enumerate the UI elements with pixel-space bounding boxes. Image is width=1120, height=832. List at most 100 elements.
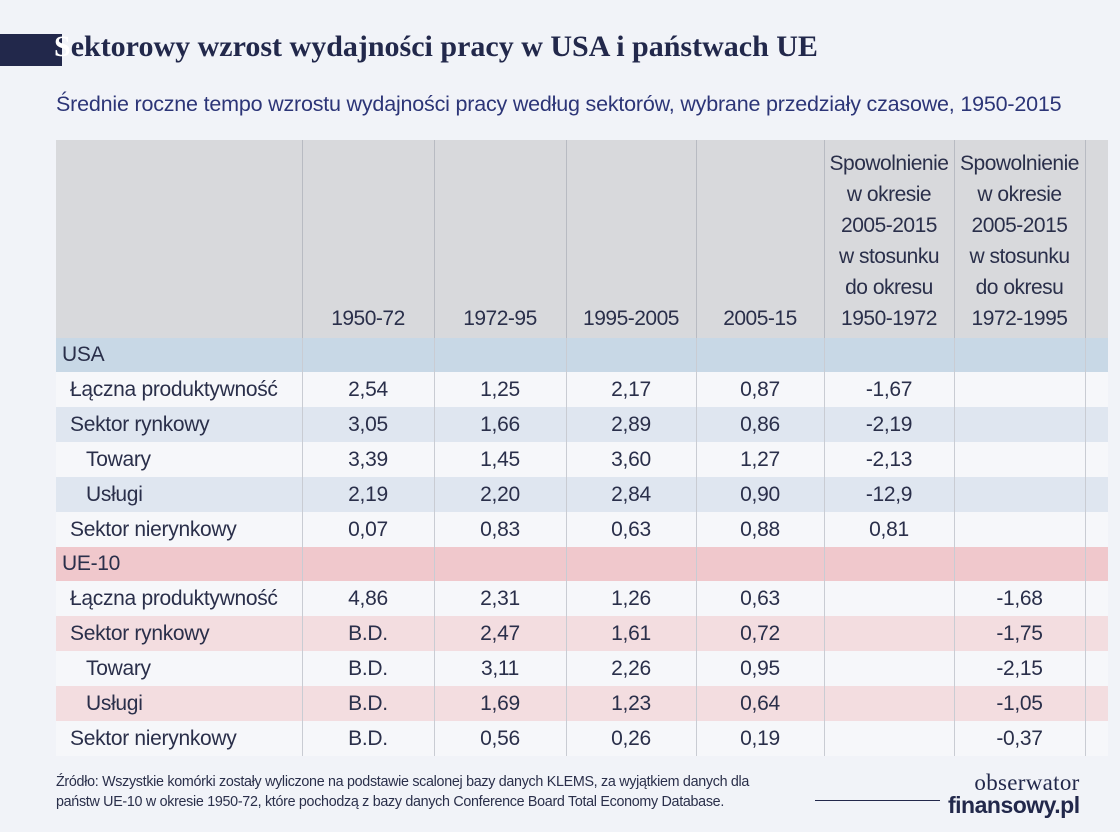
header-line: Spowolnienie [960, 152, 1079, 175]
value-cell [953, 372, 1085, 407]
value-cell: -2,19 [823, 407, 954, 442]
value-cell: -12,9 [823, 477, 954, 512]
value-cell: 1,66 [433, 407, 566, 442]
header-line: w stosunku [838, 245, 940, 268]
value-cell [953, 477, 1085, 512]
source-note-line-1: Źródło: Wszystkie komórki zostały wylicz… [56, 774, 750, 790]
table-row: Usługi B.D. 1,69 1,23 0,64 -1,05 [56, 686, 1108, 721]
value-cell: 1,26 [565, 581, 696, 616]
table-row: Łączna produktywność 2,54 1,25 2,17 0,87 -1,6… [56, 372, 1108, 407]
group-filler-cell [823, 338, 954, 372]
value-cell: 0,63 [695, 581, 824, 616]
value-cell [823, 651, 954, 686]
value-cell: 1,23 [565, 686, 696, 721]
header-cell-slowdown-vs-1972-1995: Spowolnienie w okresie 2005-2015 w stosunku… [953, 140, 1085, 338]
group-label: UE-10 [56, 547, 302, 581]
value-cell: 2,19 [301, 477, 434, 512]
page-subtitle: Średnie roczne tempo wzrostu wydajności … [56, 92, 1062, 116]
value-cell: 0,56 [433, 721, 566, 756]
value-cell: 2,54 [301, 372, 434, 407]
header-line: 1950-1972 [841, 307, 937, 330]
spacer-cell [1084, 407, 1108, 442]
value-cell: 0,88 [695, 512, 824, 547]
footer-divider [815, 800, 940, 801]
value-cell [823, 721, 954, 756]
logo-line-2: finansowy.pl [948, 792, 1080, 818]
value-cell: 3,60 [565, 442, 696, 477]
row-label: Usługi [56, 686, 302, 721]
value-cell: -1,05 [953, 686, 1085, 721]
value-cell: 0,87 [695, 372, 824, 407]
value-cell: 4,86 [301, 581, 434, 616]
value-cell: 1,45 [433, 442, 566, 477]
value-cell: 0,19 [695, 721, 824, 756]
group-filler-cell [953, 547, 1085, 581]
table-row: Sektor nierynkowy B.D. 0,56 0,26 0,19 -0,37 [56, 721, 1108, 756]
group-filler-cell [433, 547, 566, 581]
header-cell-spacer [1084, 140, 1108, 338]
table-row: Sektor nierynkowy 0,07 0,83 0,63 0,88 0,81 [56, 512, 1108, 547]
header-line: Spowolnienie [829, 152, 949, 175]
value-cell: B.D. [301, 651, 434, 686]
header-line: do okresu [975, 276, 1064, 299]
value-cell: 2,47 [433, 616, 566, 651]
title-accent-bar [0, 34, 62, 66]
value-cell: 2,20 [433, 477, 566, 512]
group-filler-cell [953, 338, 1085, 372]
value-cell: 0,07 [301, 512, 434, 547]
publisher-logo: obserwator finansowy.pl [948, 770, 1080, 818]
value-cell [953, 442, 1085, 477]
group-filler-cell [1084, 338, 1108, 372]
value-cell: 2,26 [565, 651, 696, 686]
value-cell [953, 512, 1085, 547]
value-cell: 1,25 [433, 372, 566, 407]
header-line: 2005-2015 [971, 214, 1068, 237]
value-cell: 0,64 [695, 686, 824, 721]
page-title: Sektorowy wzrost wydajności pracy w USA … [54, 30, 818, 64]
table-row: Towary 3,39 1,45 3,60 1,27 -2,13 [56, 442, 1108, 477]
value-cell: 0,72 [695, 616, 824, 651]
title-rest: ektorowy wzrost wydajności pracy w USA i… [70, 30, 818, 63]
title-first-letter: S [54, 30, 71, 63]
value-cell: 1,27 [695, 442, 824, 477]
value-cell: 2,89 [565, 407, 696, 442]
value-cell: 3,39 [301, 442, 434, 477]
group-filler-cell [433, 338, 566, 372]
row-label: Łączna produktywność [56, 581, 302, 616]
spacer-cell [1084, 372, 1108, 407]
header-cell-label [56, 140, 302, 338]
group-filler-cell [301, 547, 434, 581]
group-filler-cell [823, 547, 954, 581]
value-cell [823, 616, 954, 651]
header-cell-1972-95: 1972-95 [433, 140, 566, 338]
value-cell [823, 686, 954, 721]
logo-line-1: obserwator [974, 770, 1080, 795]
value-cell: -1,68 [953, 581, 1085, 616]
value-cell: 2,84 [565, 477, 696, 512]
value-cell: -2,13 [823, 442, 954, 477]
value-cell: -2,15 [953, 651, 1085, 686]
group-filler-cell [565, 338, 696, 372]
row-label: Towary [56, 442, 302, 477]
spacer-cell [1084, 616, 1108, 651]
value-cell: 0,95 [695, 651, 824, 686]
row-label: Sektor rynkowy [56, 407, 302, 442]
table-row: Łączna produktywność 4,86 2,31 1,26 0,63 -1,6… [56, 581, 1108, 616]
header-cell-slowdown-vs-1950-1972: Spowolnienie w okresie 2005-2015 w stosunku… [823, 140, 954, 338]
group-row: USA [56, 338, 1108, 372]
header-cell-2005-15: 2005-15 [695, 140, 824, 338]
spacer-cell [1084, 512, 1108, 547]
table-row: Towary B.D. 3,11 2,26 0,95 -2,15 [56, 651, 1108, 686]
value-cell: -0,37 [953, 721, 1085, 756]
table-row: Usługi 2,19 2,20 2,84 0,90 -12,9 [56, 477, 1108, 512]
value-cell: B.D. [301, 616, 434, 651]
value-cell: 0,90 [695, 477, 824, 512]
group-filler-cell [565, 547, 696, 581]
row-label: Usługi [56, 477, 302, 512]
source-note-line-2: państw UE-10 w okresie 1950-72, które po… [56, 794, 725, 810]
value-cell: 1,69 [433, 686, 566, 721]
spacer-cell [1084, 686, 1108, 721]
row-label: Sektor rynkowy [56, 616, 302, 651]
group-filler-cell [1084, 547, 1108, 581]
group-row: UE-10 [56, 547, 1108, 581]
